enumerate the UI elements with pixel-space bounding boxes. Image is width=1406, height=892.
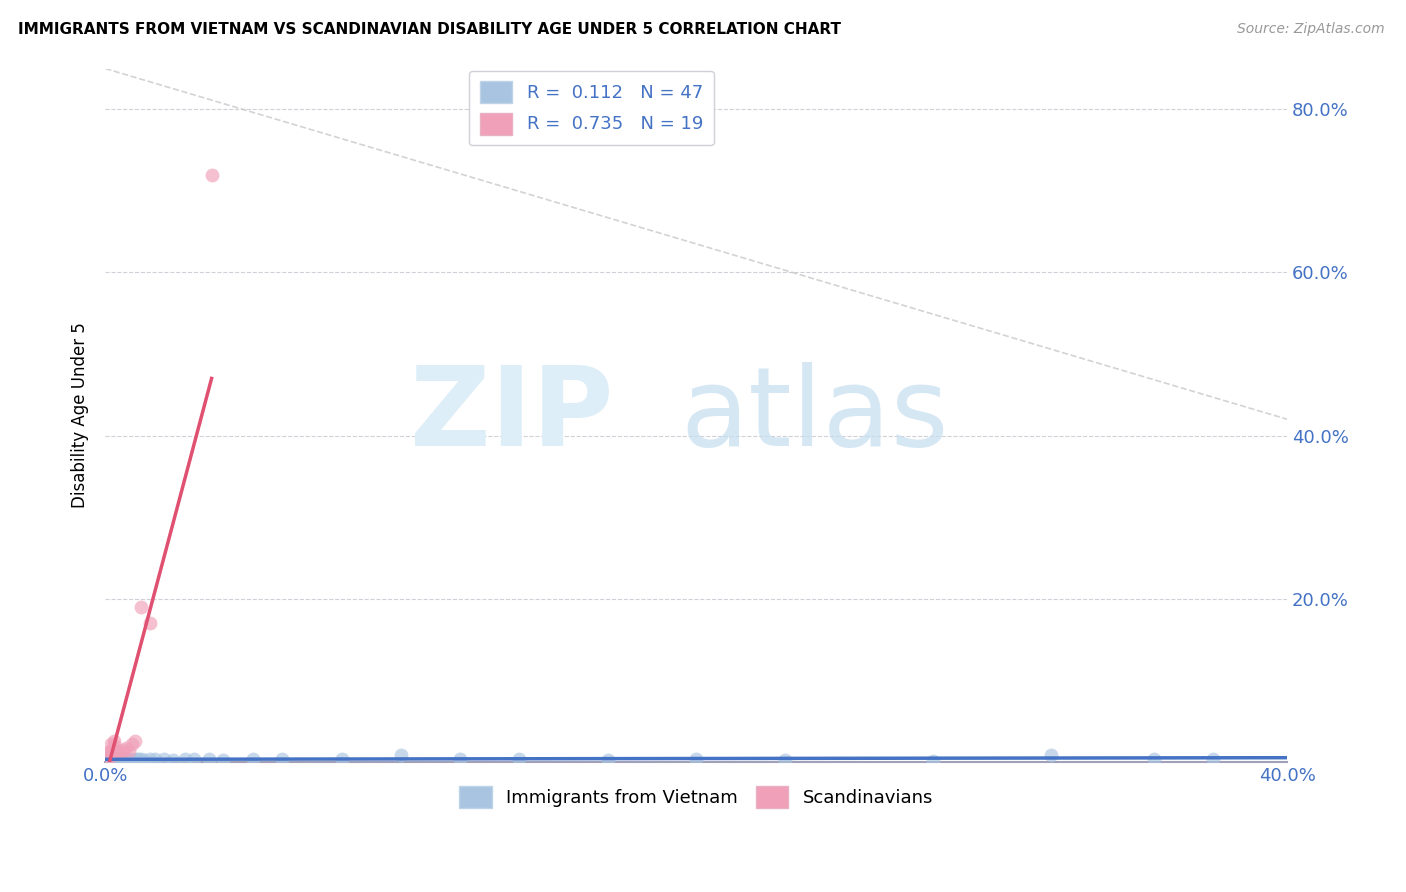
- Y-axis label: Disability Age Under 5: Disability Age Under 5: [72, 322, 89, 508]
- Point: [242, 752, 264, 766]
- Point: [449, 752, 471, 766]
- Point: [145, 751, 167, 765]
- Point: [103, 753, 125, 767]
- Point: [105, 744, 128, 758]
- Point: [138, 752, 160, 766]
- Point: [200, 168, 222, 182]
- Point: [100, 753, 122, 767]
- Text: ZIP: ZIP: [411, 361, 613, 468]
- Point: [508, 752, 530, 766]
- Text: atlas: atlas: [681, 361, 949, 468]
- Text: Source: ZipAtlas.com: Source: ZipAtlas.com: [1237, 22, 1385, 37]
- Point: [162, 753, 184, 767]
- Point: [124, 751, 146, 765]
- Point: [103, 750, 125, 764]
- Point: [129, 599, 152, 614]
- Point: [389, 748, 412, 763]
- Point: [100, 750, 122, 764]
- Point: [108, 750, 131, 764]
- Point: [127, 752, 149, 766]
- Point: [118, 744, 141, 758]
- Point: [121, 737, 143, 751]
- Point: [183, 751, 205, 765]
- Point: [111, 753, 134, 767]
- Point: [108, 753, 131, 767]
- Point: [174, 752, 197, 766]
- Point: [596, 753, 619, 767]
- Point: [97, 747, 120, 761]
- Point: [97, 745, 120, 759]
- Point: [330, 752, 353, 766]
- Point: [921, 754, 943, 768]
- Point: [1143, 751, 1166, 765]
- Point: [97, 751, 120, 765]
- Point: [103, 734, 125, 748]
- Point: [118, 752, 141, 766]
- Point: [97, 750, 120, 764]
- Point: [121, 753, 143, 767]
- Point: [1202, 752, 1225, 766]
- Point: [138, 616, 160, 631]
- Point: [773, 753, 796, 767]
- Point: [111, 742, 134, 756]
- Text: IMMIGRANTS FROM VIETNAM VS SCANDINAVIAN DISABILITY AGE UNDER 5 CORRELATION CHART: IMMIGRANTS FROM VIETNAM VS SCANDINAVIAN …: [18, 22, 841, 37]
- Point: [105, 752, 128, 766]
- Point: [97, 752, 120, 766]
- Point: [105, 751, 128, 765]
- Point: [103, 751, 125, 765]
- Point: [132, 753, 155, 767]
- Point: [103, 738, 125, 752]
- Point: [108, 752, 131, 766]
- Point: [153, 752, 176, 766]
- Point: [97, 752, 120, 766]
- Legend: Immigrants from Vietnam, Scandinavians: Immigrants from Vietnam, Scandinavians: [451, 779, 941, 815]
- Point: [129, 752, 152, 766]
- Point: [100, 744, 122, 758]
- Point: [212, 753, 235, 767]
- Point: [100, 748, 122, 763]
- Point: [1039, 748, 1062, 763]
- Point: [100, 737, 122, 751]
- Point: [103, 752, 125, 766]
- Point: [111, 751, 134, 765]
- Point: [197, 752, 219, 766]
- Point: [108, 745, 131, 759]
- Point: [115, 752, 138, 766]
- Point: [100, 751, 122, 765]
- Point: [100, 752, 122, 766]
- Point: [115, 740, 138, 755]
- Point: [271, 751, 294, 765]
- Point: [685, 752, 707, 766]
- Point: [105, 747, 128, 761]
- Point: [105, 753, 128, 767]
- Point: [124, 734, 146, 748]
